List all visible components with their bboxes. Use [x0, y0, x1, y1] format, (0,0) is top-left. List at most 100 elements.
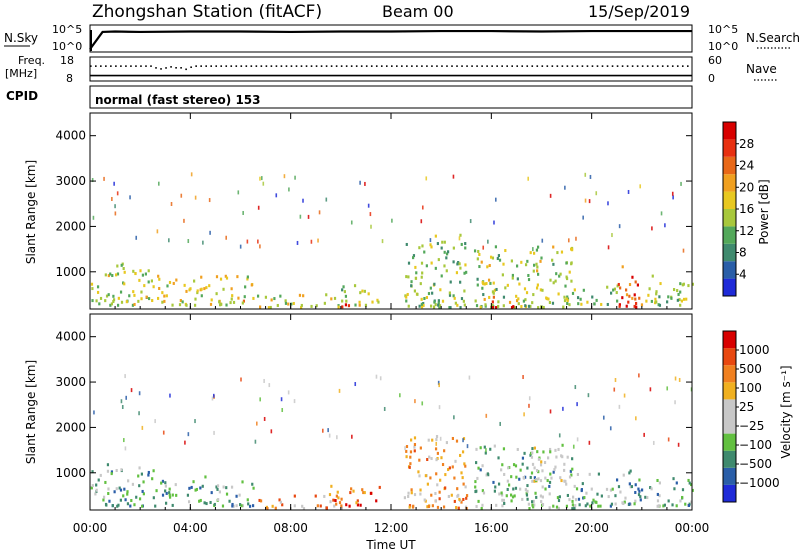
velocity-cell — [126, 502, 130, 506]
power-cell — [433, 282, 436, 286]
velocity-cell — [681, 488, 685, 492]
power-cell — [458, 236, 461, 241]
velocity-cell — [403, 496, 407, 500]
power-cell — [341, 299, 344, 303]
nsky-tick-top: 10^5 — [52, 23, 82, 36]
velocity-cell — [413, 443, 417, 447]
velocity-cell — [454, 459, 457, 463]
velocity-cell — [584, 504, 587, 508]
power-cell — [407, 275, 410, 279]
velocity-cell — [336, 490, 339, 494]
velocity-cell — [190, 485, 193, 489]
power-cell — [133, 302, 136, 306]
velocity-cell — [447, 468, 450, 472]
velocity-cell — [500, 491, 503, 495]
power-cell — [619, 286, 622, 290]
power-cell — [539, 288, 542, 292]
velocity-cell — [480, 506, 483, 510]
power-cell — [131, 303, 135, 307]
power-cell — [412, 256, 415, 260]
velocity-cell — [634, 490, 637, 494]
velocity-cell — [667, 437, 670, 442]
power-colorbar: 28 24 20 16 12 8 4 — [722, 121, 754, 297]
velocity-cell — [571, 499, 574, 503]
velocity-cell — [502, 498, 505, 502]
power-colorbar-tick-label: 4 — [739, 267, 747, 281]
power-cell — [145, 295, 148, 299]
nave-point — [406, 65, 408, 67]
velocity-cell — [482, 491, 486, 495]
velocity-cell — [434, 499, 438, 503]
power-cell — [381, 239, 384, 244]
velocity-cell — [602, 415, 605, 420]
velocity-cell — [684, 502, 687, 506]
power-cell — [252, 296, 255, 300]
velocity-cell — [614, 494, 617, 498]
power-cell — [556, 251, 559, 255]
power-cell — [685, 297, 688, 301]
velocity-cell — [152, 496, 155, 500]
power-cell — [236, 275, 239, 279]
power-cell — [565, 297, 568, 301]
power-cell — [123, 270, 126, 274]
velocity-cell — [622, 502, 625, 506]
power-cell — [682, 248, 685, 253]
power-cell — [205, 286, 208, 290]
power-cell — [524, 263, 528, 267]
velocity-cell — [325, 506, 328, 510]
x-tick-label: 00:00 — [73, 521, 108, 535]
power-cell — [464, 242, 467, 246]
power-cell — [631, 275, 634, 279]
velocity-cell — [453, 499, 456, 503]
power-cell — [116, 191, 119, 196]
power-data — [90, 172, 694, 310]
power-cell — [95, 299, 98, 303]
velocity-cell — [352, 489, 355, 493]
power-cell — [429, 238, 432, 243]
nave-point — [220, 65, 223, 67]
velocity-cell — [455, 439, 459, 443]
velocity-cell — [161, 479, 165, 483]
nave-point — [270, 65, 273, 67]
power-cell — [515, 299, 519, 303]
power-cell — [330, 297, 333, 301]
power-cell — [115, 273, 118, 277]
power-cell — [188, 288, 191, 292]
power-cell — [237, 296, 240, 300]
velocity-cell — [652, 440, 655, 445]
velocity-cell — [481, 464, 484, 468]
power-cell — [497, 300, 500, 304]
velocity-colorbar-label: Velocity [m s⁻¹] — [779, 365, 793, 458]
nsky-series — [89, 29, 692, 51]
velocity-cell — [168, 487, 171, 491]
power-cell — [634, 280, 637, 284]
power-cell — [536, 269, 539, 273]
velocity-cell — [408, 505, 411, 509]
power-cell — [116, 264, 119, 268]
velocity-cell — [110, 472, 113, 476]
power-cell — [103, 176, 105, 181]
power-cell — [359, 180, 361, 185]
velocity-cell — [619, 490, 622, 494]
velocity-cell — [542, 450, 545, 454]
power-cell — [315, 304, 318, 308]
freq-tick-top: 18 — [60, 54, 74, 67]
velocity-ytick-label: 2000 — [55, 420, 86, 434]
power-cell — [264, 295, 268, 299]
velocity-cell — [405, 449, 408, 453]
velocity-cell — [435, 472, 438, 476]
velocity-cell — [409, 462, 412, 466]
velocity-cell — [674, 376, 677, 381]
power-cell — [445, 256, 448, 260]
power-cell — [508, 300, 512, 304]
velocity-cell — [293, 494, 296, 498]
power-cell — [364, 303, 368, 307]
velocity-cell — [108, 499, 111, 503]
power-cell — [639, 184, 642, 189]
power-cell — [586, 300, 589, 304]
velocity-cell — [524, 488, 527, 492]
power-cell — [459, 233, 462, 237]
velocity-cell — [565, 504, 569, 508]
power-cell — [440, 246, 443, 250]
power-cell — [129, 195, 131, 200]
